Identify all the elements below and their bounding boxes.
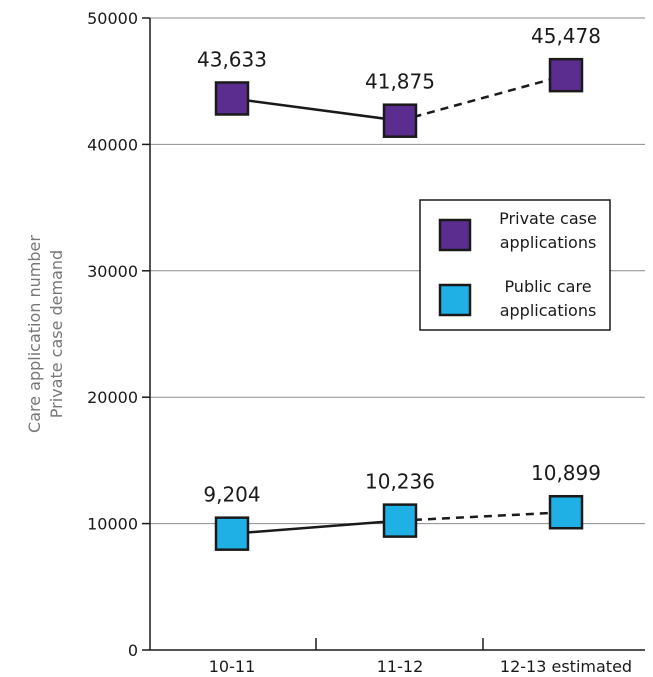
legend-swatch-public bbox=[438, 283, 472, 317]
y-axis-title: Care application number Private case dem… bbox=[25, 235, 66, 433]
series-0-point-1 bbox=[382, 103, 418, 138]
legend-label-private-line-1: Private case bbox=[499, 209, 597, 228]
series-markers bbox=[214, 57, 584, 551]
x-tick-label-0: 10-11 bbox=[209, 657, 256, 676]
series-1-point-0 bbox=[214, 516, 250, 551]
series-0-data-label-1: 41,875 bbox=[365, 70, 435, 94]
y-axis-title-line-1: Care application number bbox=[25, 235, 44, 433]
series-1-point-2 bbox=[548, 494, 584, 530]
y-tick-label-1: 10000 bbox=[87, 515, 138, 534]
series-1-segment-0 bbox=[231, 519, 401, 535]
x-tick-label-2: 12-13 estimated bbox=[500, 657, 632, 676]
series-0-point-2 bbox=[548, 57, 584, 93]
legend-label-public-line-2: applications bbox=[500, 301, 597, 320]
series-0-data-label-2: 45,478 bbox=[531, 24, 601, 48]
legend-label-private-line-2: applications bbox=[500, 233, 597, 252]
legend-label-public-line-1: Public care bbox=[504, 277, 591, 296]
y-tick-label-4: 40000 bbox=[87, 135, 138, 154]
legend-swatch-private bbox=[438, 218, 472, 252]
y-axis-title-line-2: Private case demand bbox=[47, 250, 66, 418]
series-1-point-1 bbox=[382, 503, 418, 538]
y-tick-label-3: 30000 bbox=[87, 262, 138, 281]
x-tick-label-1: 11-12 bbox=[377, 657, 424, 676]
legend: Private case applications Public care ap… bbox=[419, 199, 611, 331]
y-tick-labels: 0 10000 20000 30000 40000 50000 bbox=[87, 9, 138, 660]
y-tick-label-2: 20000 bbox=[87, 388, 138, 407]
series-1-segment-1 bbox=[399, 510, 567, 522]
series-lines bbox=[231, 73, 567, 535]
series-0-segment-0 bbox=[231, 97, 401, 122]
axes bbox=[149, 18, 645, 651]
series-1-data-label-2: 10,899 bbox=[531, 461, 601, 485]
x-tick-labels: 10-11 11-12 12-13 estimated bbox=[209, 638, 632, 676]
series-0-data-label-0: 43,633 bbox=[197, 47, 267, 71]
data-labels: 43,633 41,875 45,478 9,204 10,236 10,899 bbox=[197, 24, 601, 507]
y-tick-label-5: 50000 bbox=[87, 9, 138, 28]
series-1-data-label-0: 9,204 bbox=[203, 483, 260, 507]
y-tick-label-0: 0 bbox=[128, 641, 138, 660]
series-0-segment-1 bbox=[399, 73, 567, 122]
series-1-data-label-1: 10,236 bbox=[365, 470, 435, 494]
series-0-point-0 bbox=[214, 81, 250, 116]
